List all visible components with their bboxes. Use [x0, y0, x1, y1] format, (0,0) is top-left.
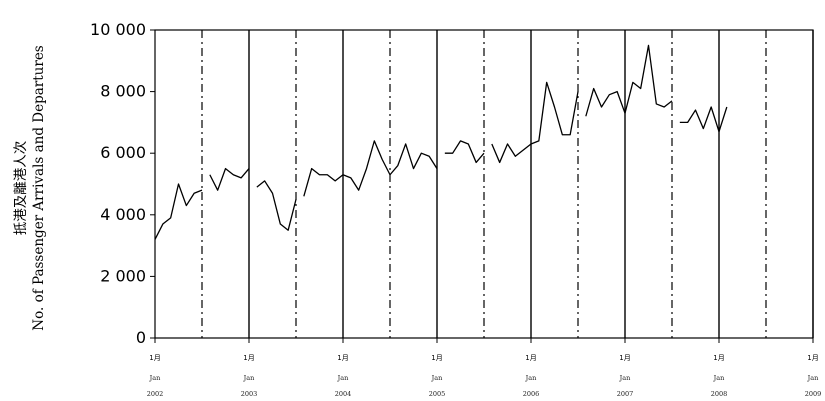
- x-tick-month: 1月: [807, 354, 818, 362]
- x-tick-en-month: Jan: [619, 374, 631, 382]
- series-line-segment: [491, 81, 579, 164]
- x-tick-month: 1月: [149, 354, 160, 362]
- series-line-segment: [154, 183, 203, 240]
- x-tick-month: 1月: [431, 354, 442, 362]
- series-line-segment: [209, 167, 250, 191]
- x-tick-en-month: Jan: [149, 374, 161, 382]
- x-tick-en-month: Jan: [525, 374, 537, 382]
- y-tick-label: 6 000: [100, 143, 146, 162]
- plot-frame: [154, 29, 814, 339]
- x-tick-year: 2003: [241, 390, 258, 398]
- x-tick-year: 2002: [147, 390, 164, 398]
- x-tick-year: 2004: [335, 390, 352, 398]
- x-tick-year: 2007: [617, 390, 634, 398]
- x-tick-en-month: Jan: [807, 374, 819, 382]
- y-tick-label: 4 000: [100, 205, 146, 224]
- x-tick-month: 1月: [713, 354, 724, 362]
- y-tick-label: 8 000: [100, 82, 146, 101]
- series-line-segment: [256, 180, 297, 231]
- y-tick-label: 2 000: [100, 266, 146, 285]
- x-tick-year: 2006: [523, 390, 540, 398]
- x-tick-month: 1月: [619, 354, 630, 362]
- x-tick-month: 1月: [525, 354, 536, 362]
- series-line-segment: [679, 106, 728, 133]
- y-axis-label-en: No. of Passenger Arrivals and Departures: [31, 45, 47, 331]
- series-line-segment: [585, 44, 673, 117]
- series-line-segment: [444, 140, 485, 164]
- series-line-segment: [303, 140, 438, 197]
- plot-area: 0 2 000 4 000 6 000 8 000 10 000 1月 Jan 2002 1月 Ja…: [90, 20, 821, 398]
- y-axis-title: 抵港及離港人次 No. of Passenger Arrivals and De…: [13, 45, 47, 331]
- x-tick-year: 2009: [805, 390, 822, 398]
- y-tick-label: 0: [136, 328, 146, 347]
- x-tick-en-month: Jan: [431, 374, 443, 382]
- x-tick-en-month: Jan: [337, 374, 349, 382]
- x-tick-month: 1月: [243, 354, 254, 362]
- x-tick-year: 2005: [429, 390, 446, 398]
- y-axis-label-zh: 抵港及離港人次: [13, 141, 29, 236]
- x-tick-en-month: Jan: [243, 374, 255, 382]
- x-tick-year: 2008: [711, 390, 728, 398]
- x-tick-month: 1月: [337, 354, 348, 362]
- x-tick-en-month: Jan: [713, 374, 725, 382]
- y-tick-label: 10 000: [90, 20, 146, 39]
